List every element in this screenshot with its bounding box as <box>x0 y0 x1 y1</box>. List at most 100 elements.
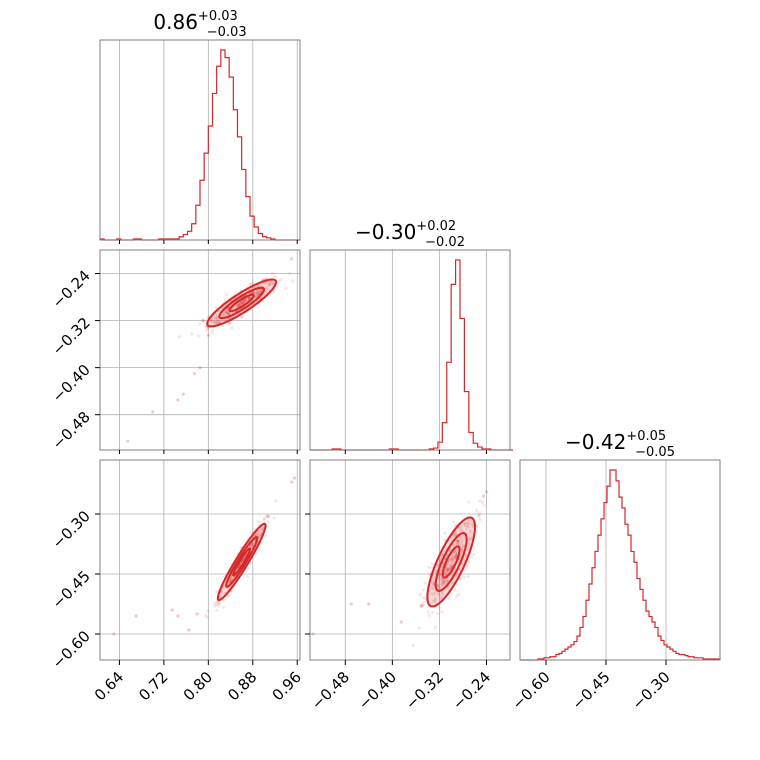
panel-hist-param-1: −0.30+0.02 −0.02 <box>309 219 513 454</box>
sample-point <box>217 600 221 604</box>
outlier-point <box>481 494 486 498</box>
sample-point <box>482 503 486 508</box>
sample-point <box>440 565 444 569</box>
outlier-point <box>206 333 210 337</box>
density-contour <box>216 522 267 602</box>
sample-point <box>441 552 445 557</box>
sample-point <box>447 563 451 567</box>
sample-point <box>443 571 447 576</box>
sample-point <box>449 565 453 569</box>
sample-point <box>240 302 244 306</box>
sample-point <box>455 542 459 547</box>
sample-point <box>256 292 260 297</box>
outlier-point <box>170 608 174 612</box>
sample-point <box>247 296 252 300</box>
sample-point <box>447 567 451 571</box>
sample-point <box>253 291 257 295</box>
sample-point <box>237 303 241 308</box>
sample-point <box>204 324 208 329</box>
sample-point <box>456 539 460 543</box>
sample-point <box>438 572 442 576</box>
sample-point <box>441 581 445 585</box>
sample-point <box>266 520 270 524</box>
sample-point <box>440 592 445 596</box>
sample-point <box>457 542 461 546</box>
sample-point <box>256 532 260 536</box>
sample-point <box>457 539 461 544</box>
sample-point <box>454 532 458 536</box>
title-param-1: −0.30+0.02 −0.02 <box>355 219 465 250</box>
sample-point <box>213 316 217 320</box>
sample-point <box>259 527 263 532</box>
sample-point <box>274 499 278 503</box>
sample-point <box>229 578 234 582</box>
sample-point <box>449 574 453 578</box>
sample-point <box>466 541 470 546</box>
sample-point <box>240 300 244 304</box>
sample-point <box>254 290 258 294</box>
sample-point <box>236 303 240 308</box>
sample-point <box>218 320 222 324</box>
density-contour <box>225 536 259 588</box>
sample-point <box>254 293 258 297</box>
sample-point <box>439 579 443 583</box>
sample-point <box>239 301 243 305</box>
x-tick-label-param-2: −0.30 <box>629 668 674 713</box>
sample-point <box>214 321 218 325</box>
sample-point <box>456 538 460 542</box>
sample-point <box>227 594 231 598</box>
sample-point <box>242 299 246 303</box>
sample-point <box>222 598 226 602</box>
sample-point <box>225 310 229 314</box>
sample-point <box>418 592 422 596</box>
sample-point <box>440 577 444 581</box>
panel-scatter-p2-vs-p0: 0.64 0.72 0.80 0.88 0.96 −0.60 −0.45 −0.30 <box>49 459 305 704</box>
outlier-point <box>201 318 205 323</box>
sample-point <box>436 583 441 588</box>
sample-point <box>452 520 456 524</box>
sample-point <box>450 563 454 567</box>
sample-point <box>460 562 464 566</box>
sample-point <box>481 501 485 505</box>
sample-point <box>477 514 481 518</box>
sample-point <box>419 604 423 608</box>
sample-point <box>206 609 210 613</box>
sample-point <box>454 552 458 556</box>
sample-point <box>417 626 421 630</box>
sample-point <box>215 315 220 319</box>
outlier-point <box>151 410 155 414</box>
x-tick-label-param-1: −0.32 <box>402 668 447 713</box>
sample-point <box>431 562 435 566</box>
sample-point <box>436 593 440 597</box>
sample-point <box>456 539 460 543</box>
sample-point <box>454 553 458 557</box>
sample-point <box>272 516 276 520</box>
sample-point <box>270 280 274 284</box>
sample-point <box>247 296 251 300</box>
sample-point <box>213 320 217 324</box>
sample-point <box>454 554 458 558</box>
sample-point <box>442 578 447 582</box>
sample-point <box>465 521 469 525</box>
sample-point <box>226 312 230 316</box>
sample-point <box>454 553 458 558</box>
sample-point <box>474 508 479 512</box>
sample-point <box>445 578 449 582</box>
sample-point <box>214 590 219 594</box>
sample-point <box>209 319 214 323</box>
sample-point <box>177 335 182 339</box>
sample-point <box>204 613 208 617</box>
sample-point <box>279 278 283 282</box>
sample-point <box>459 543 464 547</box>
sample-point <box>442 579 446 583</box>
outlier-point <box>292 476 297 480</box>
sample-point <box>432 583 436 588</box>
sample-point <box>455 583 459 587</box>
sample-point <box>449 557 453 561</box>
sample-point <box>235 303 240 307</box>
sample-point <box>258 288 263 292</box>
x-tick-label-param-0: 0.80 <box>180 668 216 704</box>
sample-point <box>288 271 292 276</box>
sample-point <box>226 310 230 314</box>
title-param-0: 0.86+0.03 −0.03 <box>153 9 246 40</box>
